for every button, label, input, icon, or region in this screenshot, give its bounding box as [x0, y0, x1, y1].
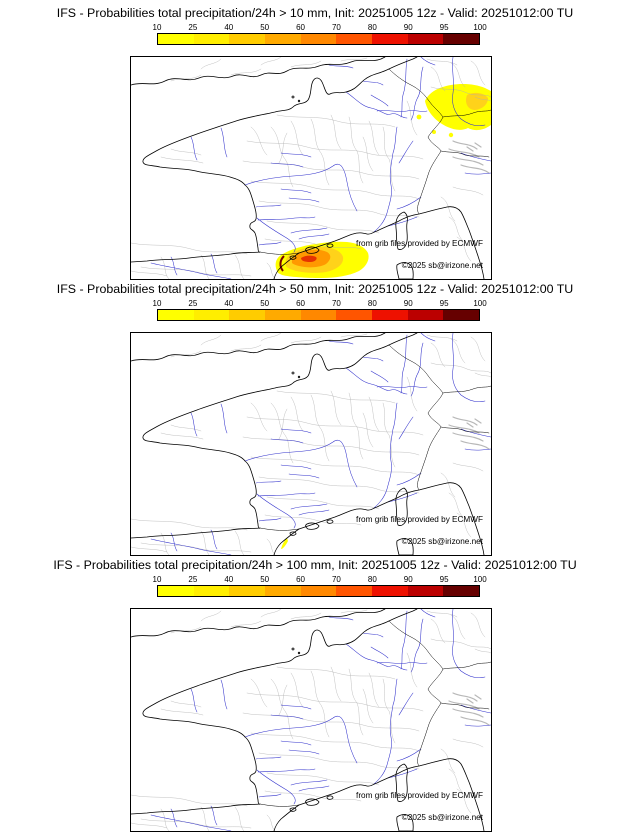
colorbar-segment: [443, 586, 480, 596]
colorbar-segment: [407, 586, 444, 596]
colorbar-segment: [229, 34, 266, 44]
colorbar-segment: [229, 310, 266, 320]
colorbar-segment: [265, 310, 301, 320]
colorbar-segment: [300, 586, 337, 596]
colorbar-segment: [372, 310, 408, 320]
colorbar-segment: [407, 310, 444, 320]
colorbar-tick-label: 40: [224, 299, 234, 308]
colorbar-tick-label: 10: [152, 299, 162, 308]
panel-10mm: IFS - Probabilities total precipitation/…: [0, 0, 630, 280]
colorbar-segment: [158, 34, 194, 44]
colorbar-segment: [336, 34, 373, 44]
colorbar-tick-label: 95: [439, 23, 449, 32]
page-title: IFS - Probabilities total precipitation/…: [56, 282, 574, 296]
colorbar-tick-label: 25: [188, 299, 198, 308]
probability-speck: [416, 114, 422, 120]
colorbar-tick-label: 80: [367, 23, 377, 32]
colorbar-segment: [193, 310, 230, 320]
colorbar-segment: [443, 310, 480, 320]
colorbar-tick-label: 60: [296, 575, 305, 584]
colorbar-segment: [265, 34, 301, 44]
colorbar-tick-label: 10: [152, 575, 162, 584]
colorbar-tick-label: 95: [439, 299, 449, 308]
attribution-source: from grib files provided by ECMWF: [356, 791, 483, 800]
colorbar-segment: [229, 586, 266, 596]
map-100mm: from grib files provided by ECMWF ©2025 …: [130, 608, 492, 832]
page-title: IFS - Probabilities total precipitation/…: [56, 6, 574, 20]
colorbar-segment: [443, 34, 480, 44]
colorbar-tick-label: 40: [224, 23, 234, 32]
colorbar-segment: [407, 34, 444, 44]
attribution-source: from grib files provided by ECMWF: [356, 239, 483, 248]
probability-overlay-10mm: [275, 84, 491, 278]
map-50mm: from grib files provided by ECMWF ©2025 …: [130, 332, 492, 556]
colorbar-tick-label: 90: [403, 23, 413, 32]
probability-overlay-50mm: [281, 538, 288, 549]
colorbar-labels: 10 25 40 50 60 70 80 90 95 100: [153, 23, 487, 32]
colorbar-tick-label: 70: [331, 299, 341, 308]
colorbar-scale: [157, 309, 480, 321]
colorbar-tick-label: 80: [367, 575, 377, 584]
colorbar: 10 25 40 50 60 70 80 90 95 100: [153, 575, 487, 597]
colorbar: 10 25 40 50 60 70 80 90 95 100: [153, 299, 487, 321]
colorbar-tick-label: 90: [403, 575, 413, 584]
panel-50mm: IFS - Probabilities total precipitation/…: [0, 276, 630, 556]
colorbar-tick-label: 60: [296, 23, 305, 32]
attribution-copyright: ©2025 sb@irizone.net: [402, 813, 484, 822]
colorbar-tick-label: 60: [296, 299, 305, 308]
colorbar-segment: [300, 34, 337, 44]
probability-area-low: [281, 538, 288, 549]
colorbar-tick-label: 10: [152, 23, 162, 32]
colorbar-tick-label: 100: [473, 299, 487, 308]
attribution-source: from grib files provided by ECMWF: [356, 515, 483, 524]
map-10mm: from grib files provided by ECMWF ©2025 …: [130, 56, 492, 280]
colorbar-tick-label: 80: [367, 299, 377, 308]
colorbar-segment: [336, 310, 373, 320]
attribution-copyright: ©2025 sb@irizone.net: [402, 537, 484, 546]
colorbar-segment: [372, 586, 408, 596]
colorbar-tick-label: 50: [260, 575, 270, 584]
colorbar-scale: [157, 585, 480, 597]
probability-area-extreme: [279, 255, 285, 272]
colorbar-segment: [372, 34, 408, 44]
colorbar-segment: [158, 310, 194, 320]
colorbar-labels: 10 25 40 50 60 70 80 90 95 100: [153, 299, 487, 308]
colorbar-segment: [265, 586, 301, 596]
probability-area-northeast-mid: [465, 92, 488, 110]
colorbar-tick-label: 40: [224, 575, 234, 584]
attribution-copyright: ©2025 sb@irizone.net: [402, 261, 484, 270]
probability-speck: [432, 130, 436, 134]
colorbar-segment: [193, 586, 230, 596]
colorbar-tick-label: 50: [260, 23, 270, 32]
colorbar-tick-label: 25: [188, 575, 198, 584]
colorbar-tick-label: 50: [260, 299, 270, 308]
page-title: IFS - Probabilities total precipitation/…: [53, 558, 577, 572]
colorbar: 10 25 40 50 60 70 80 90 95 100: [153, 23, 487, 45]
colorbar-tick-label: 70: [331, 575, 341, 584]
colorbar-segment: [336, 586, 373, 596]
panel-100mm: IFS - Probabilities total precipitation/…: [0, 552, 630, 832]
colorbar-segment: [193, 34, 230, 44]
colorbar-tick-label: 100: [473, 23, 487, 32]
probability-area-very-high: [301, 255, 317, 262]
colorbar-tick-label: 25: [188, 23, 198, 32]
colorbar-tick-label: 90: [403, 299, 413, 308]
colorbar-segment: [300, 310, 337, 320]
colorbar-scale: [157, 33, 480, 45]
colorbar-tick-label: 95: [439, 575, 449, 584]
colorbar-labels: 10 25 40 50 60 70 80 90 95 100: [153, 575, 487, 584]
colorbar-segment: [158, 586, 194, 596]
colorbar-tick-label: 70: [331, 23, 341, 32]
probability-speck: [448, 132, 454, 138]
colorbar-tick-label: 100: [473, 575, 487, 584]
